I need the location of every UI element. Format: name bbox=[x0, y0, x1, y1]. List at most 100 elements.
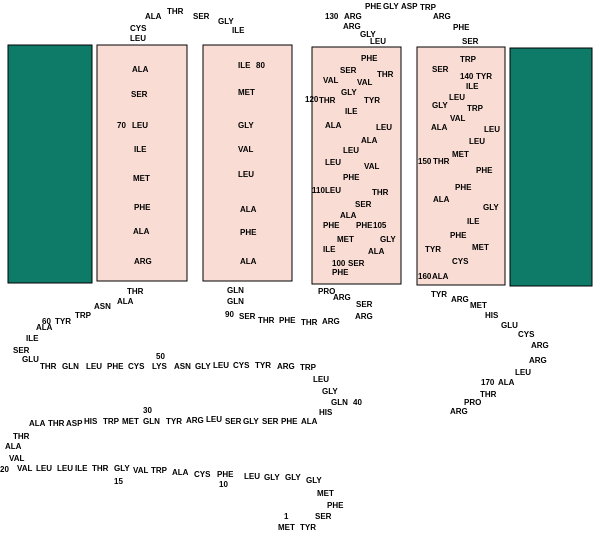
residue-label: ARG bbox=[343, 22, 361, 31]
residue-label: THR bbox=[13, 432, 30, 441]
residue-label: ALA bbox=[172, 468, 189, 477]
residue-label: PHE bbox=[361, 54, 378, 63]
residue-label: LEU bbox=[130, 34, 146, 43]
residue-label: PHE bbox=[323, 221, 340, 230]
residue-label: MET bbox=[317, 489, 334, 498]
residue-label: THR bbox=[372, 188, 389, 197]
residue-label: ALA bbox=[431, 123, 448, 132]
residue-label: TRP bbox=[151, 466, 168, 475]
residue-label: MET bbox=[133, 174, 150, 183]
residue-label: SER bbox=[315, 512, 332, 521]
residue-label: SER bbox=[239, 312, 256, 321]
residue-label: PHE bbox=[476, 166, 493, 175]
residue-label: GLY bbox=[483, 203, 499, 212]
residue-label: LEU bbox=[376, 123, 392, 132]
residue-label: LEU bbox=[469, 137, 485, 146]
residue-label: ASP bbox=[401, 2, 418, 11]
residue-label: ALA bbox=[432, 272, 449, 281]
residue-label: GLY bbox=[306, 476, 322, 485]
residue-label: ILE bbox=[75, 464, 88, 473]
residue-label: GLY bbox=[322, 387, 338, 396]
residue-label: GLU bbox=[22, 355, 39, 364]
residue-label: ARG bbox=[450, 407, 468, 416]
residue-label: 70 bbox=[117, 121, 126, 130]
residue-label: GLY bbox=[360, 30, 376, 39]
residue-label: TRP bbox=[75, 311, 92, 320]
residue-label: ALA bbox=[36, 323, 53, 332]
residue-label: 50 bbox=[156, 352, 165, 361]
residue-label: TYR bbox=[255, 361, 271, 370]
residue-label: LEU bbox=[313, 375, 329, 384]
residue-label: ALA bbox=[117, 297, 134, 306]
helix-box bbox=[311, 46, 402, 285]
residue-label: THR bbox=[48, 419, 65, 428]
residue-label: SER bbox=[355, 200, 372, 209]
residue-label: THR bbox=[127, 287, 144, 296]
membrane-edge bbox=[509, 47, 593, 287]
residue-label: PHE bbox=[343, 173, 360, 182]
residue-label: ALA bbox=[240, 257, 257, 266]
residue-label: PRO bbox=[464, 398, 481, 407]
residue-label: ALA bbox=[29, 419, 46, 428]
residue-label: SER bbox=[356, 300, 373, 309]
residue-label: LEU bbox=[343, 146, 359, 155]
residue-label: 170 bbox=[481, 378, 495, 387]
residue-label: SER bbox=[348, 259, 365, 268]
residue-label: ALA bbox=[240, 205, 257, 214]
residue-label: GLY bbox=[380, 235, 396, 244]
residue-label: ALA bbox=[145, 12, 162, 21]
residue-label: MET bbox=[472, 243, 489, 252]
residue-label: GLN bbox=[227, 297, 244, 306]
residue-label: ILE bbox=[134, 145, 147, 154]
residue-label: THR bbox=[301, 318, 318, 327]
residue-label: TRP bbox=[103, 417, 120, 426]
residue-label: LEU bbox=[370, 37, 386, 46]
residue-label: LEU bbox=[213, 361, 229, 370]
residue-label: GLY bbox=[285, 473, 301, 482]
residue-label: LEU bbox=[57, 464, 73, 473]
residue-label: SER bbox=[340, 66, 357, 75]
residue-label: TYR bbox=[55, 317, 71, 326]
residue-label: 30 bbox=[143, 406, 152, 415]
residue-label: CYS bbox=[233, 361, 250, 370]
residue-label: SER bbox=[225, 417, 242, 426]
residue-label: ALA bbox=[133, 227, 150, 236]
residue-label: 120 bbox=[305, 95, 319, 104]
residue-label: PHE bbox=[240, 228, 257, 237]
residue-label: ILE bbox=[26, 334, 39, 343]
residue-label: TRP bbox=[300, 363, 317, 372]
residue-label: ALA bbox=[325, 121, 342, 130]
helix-box bbox=[202, 44, 293, 282]
residue-label: ARG bbox=[186, 416, 204, 425]
residue-label: ARG bbox=[277, 362, 295, 371]
membrane-edge bbox=[7, 44, 93, 284]
residue-label: GLU bbox=[501, 321, 518, 330]
residue-label: LYS bbox=[152, 362, 167, 371]
residue-label: GLN bbox=[331, 398, 348, 407]
residue-label: 60 bbox=[42, 317, 51, 326]
residue-label: ARG bbox=[333, 293, 351, 302]
residue-label: PRO bbox=[318, 287, 335, 296]
residue-label: LEU bbox=[325, 158, 341, 167]
residue-label: 105 bbox=[373, 221, 387, 230]
residue-label: ILE bbox=[238, 61, 251, 70]
residue-label: 15 bbox=[114, 477, 123, 486]
residue-label: ILE bbox=[323, 245, 336, 254]
residue-label: ALA bbox=[5, 442, 22, 451]
residue-label: LEU bbox=[449, 93, 465, 102]
residue-label: PHE bbox=[327, 501, 344, 510]
residue-label: VAL bbox=[364, 162, 380, 171]
residue-label: THR bbox=[433, 157, 450, 166]
residue-label: SER bbox=[262, 417, 279, 426]
residue-label: ALA bbox=[340, 211, 357, 220]
residue-label: THR bbox=[319, 96, 336, 105]
residue-label: HIS bbox=[485, 311, 499, 320]
residue-label: ASN bbox=[174, 362, 191, 371]
residue-label: 150 bbox=[418, 157, 432, 166]
residue-label: CYS bbox=[452, 257, 469, 266]
residue-label: HIS bbox=[84, 417, 98, 426]
residue-label: MET bbox=[470, 301, 487, 310]
residue-label: THR bbox=[480, 390, 497, 399]
residue-label: ASP bbox=[66, 419, 83, 428]
residue-label: CYS bbox=[518, 330, 535, 339]
